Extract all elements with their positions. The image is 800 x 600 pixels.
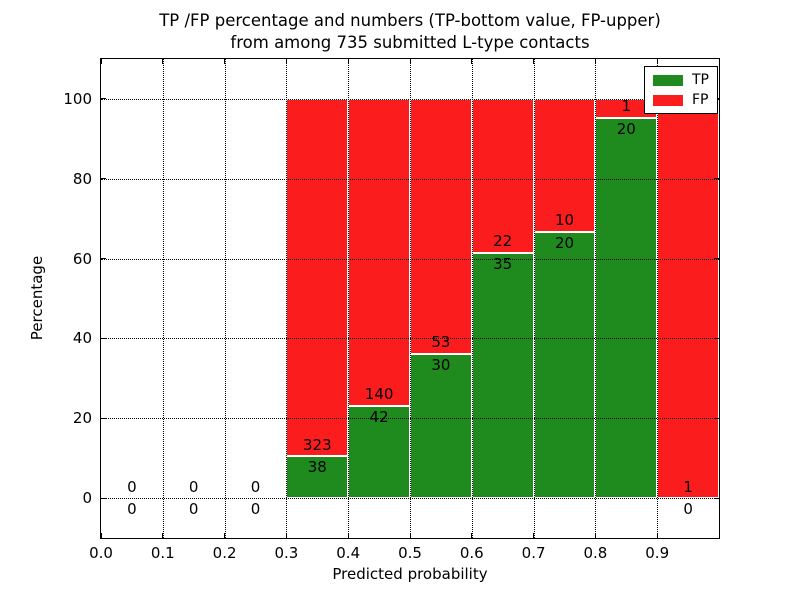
- tp-count-label: 20: [616, 119, 636, 138]
- tp-count-label: 42: [369, 407, 389, 426]
- y-tick-label: 40: [72, 329, 92, 348]
- y-tick-label: 60: [72, 249, 92, 268]
- x-tick-label: 0.1: [150, 544, 175, 562]
- x-tick-label: 0.0: [89, 544, 113, 562]
- plot-area: 0 0 0 0 0 0 323 38 140 42 53 30 22 35 10 20 1 20 1 0 TP FP 0…: [63, 58, 720, 562]
- x-axis-label: Predicted probability: [332, 565, 488, 583]
- fp-count-label: 1: [683, 477, 693, 496]
- x-tick-label: 0.2: [212, 544, 237, 562]
- y-tick-label: 100: [63, 89, 92, 108]
- fp-bar-segment: [286, 98, 349, 457]
- tp-count-label: 38: [307, 458, 327, 477]
- fp-count-label: 10: [554, 211, 575, 230]
- fp-bar-segment: [410, 98, 472, 354]
- legend-label: FP: [692, 92, 709, 108]
- fp-bar-segment: [348, 98, 410, 406]
- x-tick-label: 0.5: [398, 544, 422, 562]
- x-tick-label: 0.4: [336, 544, 361, 562]
- chart-title-line-2: from among 735 submitted L-type contacts: [230, 33, 590, 52]
- fp-count-label: 323: [302, 435, 332, 454]
- fp-bar-segment: [533, 98, 596, 232]
- x-tick-label: 0.7: [521, 544, 546, 562]
- y-tick-label: 20: [72, 409, 92, 428]
- fp-count-label: 22: [493, 232, 513, 251]
- tp-count-label: 0: [683, 500, 693, 519]
- fp-count-label: 140: [364, 385, 394, 404]
- legend-label: TP: [692, 72, 709, 88]
- tp-count-label: 0: [188, 500, 199, 519]
- fp-bar-segment: [657, 98, 719, 499]
- tp-count-label: 0: [127, 500, 137, 519]
- fp-count-label: 0: [250, 477, 261, 496]
- x-tick-label: 0.6: [459, 544, 484, 562]
- tp-count-label: 20: [554, 233, 575, 252]
- tp-bar-segment: [595, 117, 658, 499]
- fp-count-label: 0: [127, 477, 137, 496]
- y-tick-label: 0: [82, 489, 92, 508]
- legend: TP FP: [644, 66, 718, 114]
- y-tick-label: 80: [72, 169, 92, 188]
- tp-legend-swatch: [653, 74, 683, 86]
- x-tick-label: 0.8: [583, 544, 608, 562]
- chart-title-line-1: TP /FP percentage and numbers (TP-bottom…: [159, 11, 661, 30]
- tp-count-label: 0: [250, 500, 261, 519]
- fp-legend-swatch: [653, 94, 683, 106]
- fp-count-label: 53: [431, 333, 451, 352]
- count-labels-layer: 0 0 0 0 0 0 323 38 140 42 53 30 22 35 10 20 1 20 1 0: [101, 59, 719, 538]
- y-axis-label: Percentage: [28, 255, 46, 341]
- x-tick-label: 0.3: [274, 544, 299, 562]
- fp-count-label: 0: [188, 477, 199, 496]
- bars-layer: [101, 59, 719, 538]
- fp-count-label: 1: [621, 97, 632, 116]
- legend-row: TP: [653, 73, 709, 87]
- tp-bar-segment: [286, 456, 349, 499]
- tp-count-label: 30: [431, 355, 451, 374]
- x-tick-label: 0.9: [645, 544, 670, 562]
- legend-row: FP: [653, 93, 709, 107]
- tp-count-label: 35: [493, 254, 513, 273]
